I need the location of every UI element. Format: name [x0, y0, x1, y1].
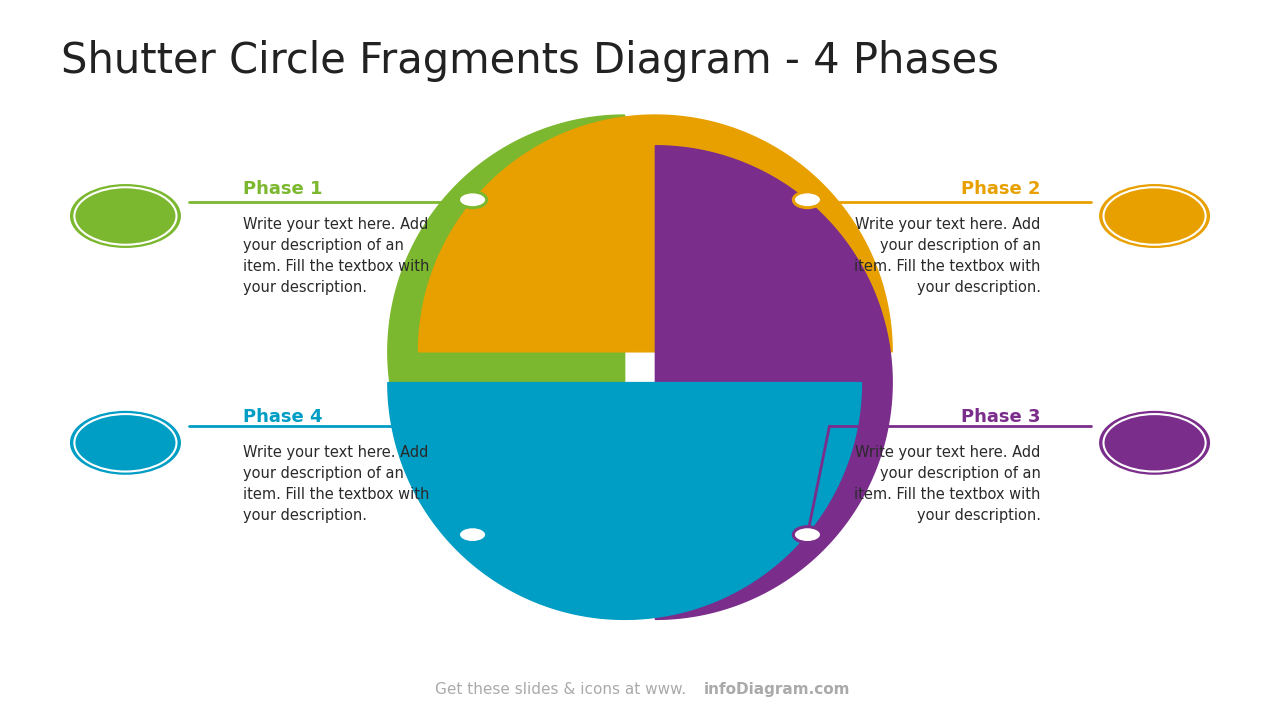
Circle shape: [458, 527, 486, 543]
Circle shape: [1101, 186, 1208, 246]
Polygon shape: [419, 115, 892, 352]
Circle shape: [72, 186, 179, 246]
Circle shape: [794, 527, 822, 543]
Circle shape: [72, 413, 179, 473]
Polygon shape: [388, 115, 625, 589]
Polygon shape: [388, 382, 861, 619]
Text: Write your text here. Add
your description of an
item. Fill the textbox with
you: Write your text here. Add your descripti…: [243, 217, 430, 295]
Circle shape: [458, 192, 486, 207]
Circle shape: [1101, 413, 1208, 473]
Text: Get these slides & icons at www.: Get these slides & icons at www.: [435, 683, 686, 697]
Text: Shutter Circle Fragments Diagram - 4 Phases: Shutter Circle Fragments Diagram - 4 Pha…: [61, 40, 1000, 81]
Text: Phase 4: Phase 4: [243, 408, 323, 426]
Text: Write your text here. Add
your description of an
item. Fill the textbox with
you: Write your text here. Add your descripti…: [854, 445, 1041, 523]
Text: Phase 1: Phase 1: [243, 180, 323, 198]
Circle shape: [794, 192, 822, 207]
Text: Phase 2: Phase 2: [961, 180, 1041, 198]
Polygon shape: [655, 145, 892, 619]
Text: infoDiagram.com: infoDiagram.com: [704, 683, 850, 697]
Text: Phase 3: Phase 3: [961, 408, 1041, 426]
Text: Write your text here. Add
your description of an
item. Fill the textbox with
you: Write your text here. Add your descripti…: [243, 445, 430, 523]
Text: Write your text here. Add
your description of an
item. Fill the textbox with
you: Write your text here. Add your descripti…: [854, 217, 1041, 295]
